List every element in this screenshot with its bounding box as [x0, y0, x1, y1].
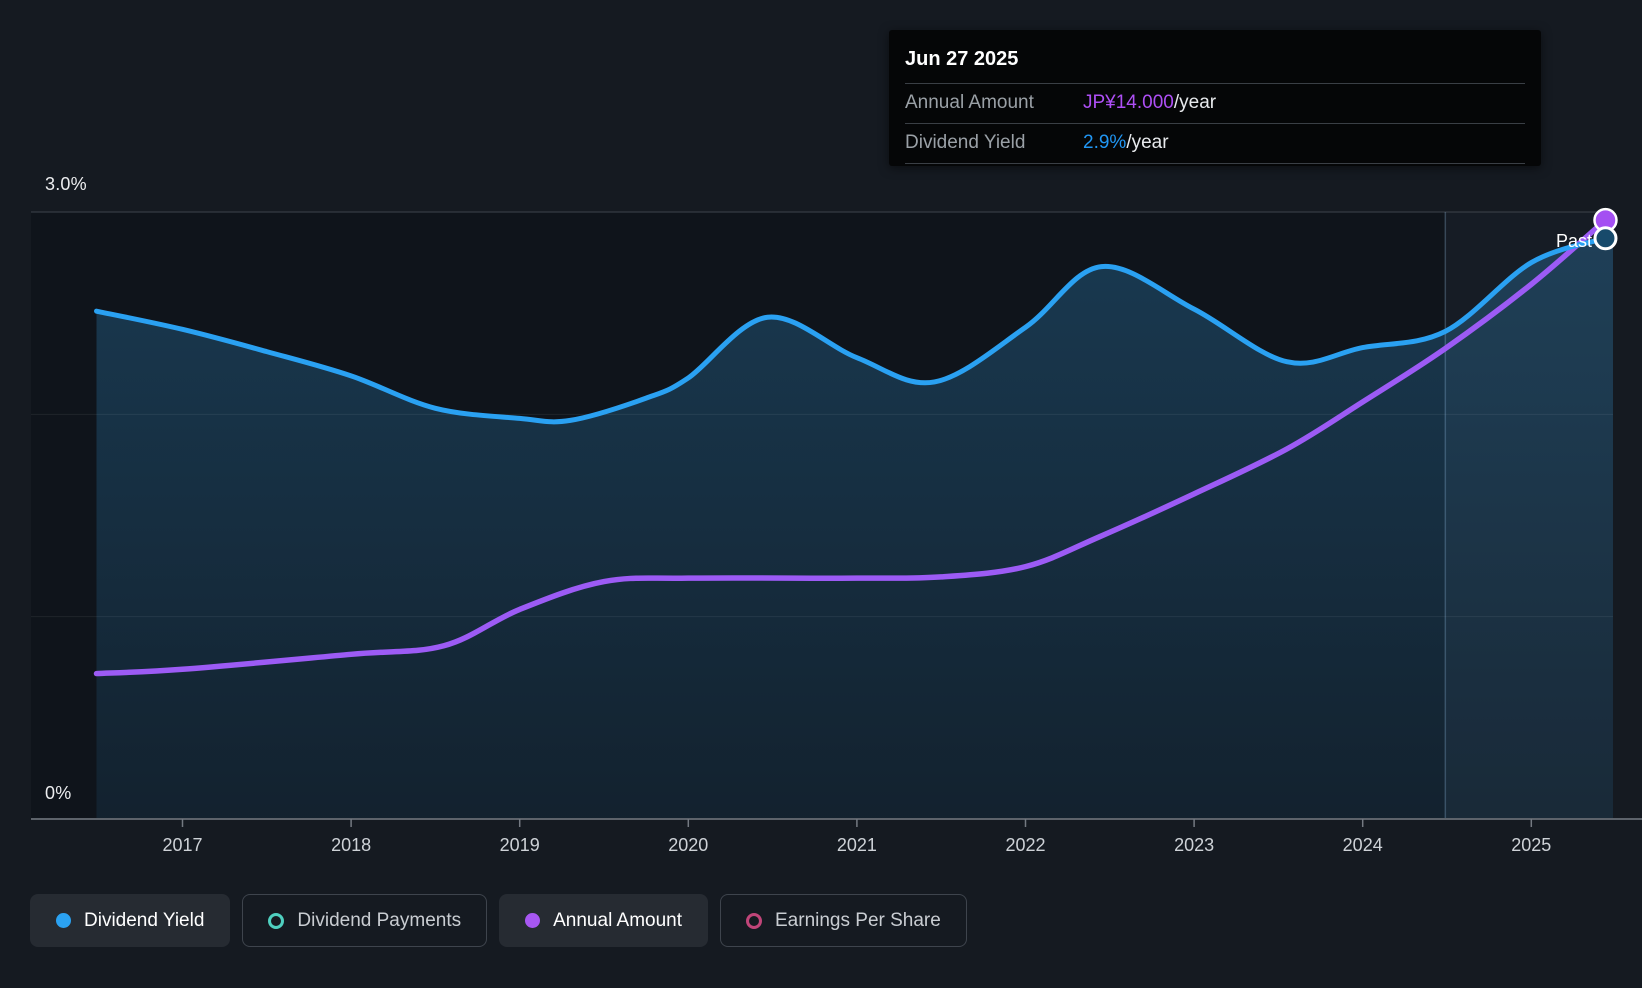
tooltip-value: 2.9%/year	[1083, 132, 1169, 153]
x-tick-label: 2025	[1511, 835, 1551, 855]
tooltip-row-annual-amount: Annual Amount JP¥14.000/year	[905, 84, 1525, 124]
legend-ring-dividend-payments-icon	[268, 912, 285, 929]
x-tick-label: 2023	[1174, 835, 1214, 855]
legend-dot-dividend-yield-icon	[56, 913, 71, 928]
y-axis-label-top: 3.0%	[45, 174, 87, 194]
legend-dot-annual-amount-icon	[525, 913, 541, 928]
x-tick-label: 2024	[1343, 835, 1383, 855]
past-region-band	[1445, 212, 1613, 819]
past-label: Past	[1555, 231, 1592, 251]
tooltip-row-dividend-yield: Dividend Yield 2.9%/year	[905, 124, 1525, 164]
x-tick-label: 2019	[500, 835, 540, 855]
x-tick-label: 2018	[331, 835, 371, 855]
legend-label: Dividend Yield	[84, 909, 205, 931]
legend-toggle-earnings-per-share[interactable]: Earnings Per Share	[720, 894, 967, 947]
tooltip-label: Dividend Yield	[905, 132, 1026, 153]
y-axis-label-bottom: 0%	[45, 783, 72, 803]
x-tick-label: 2020	[668, 835, 708, 855]
legend-label: Annual Amount	[553, 909, 682, 931]
dividend-yield-end-marker[interactable]	[1593, 226, 1618, 251]
legend-toggle-annual-amount[interactable]: Annual Amount	[499, 894, 708, 947]
legend-label: Dividend Payments	[297, 909, 462, 931]
legend-label: Earnings Per Share	[775, 909, 941, 931]
chart-tooltip: Jun 27 2025 Annual Amount JP¥14.000/year…	[889, 30, 1541, 166]
legend-toggle-dividend-payments[interactable]: Dividend Payments	[242, 894, 488, 947]
dividend-yield-line	[94, 235, 1608, 425]
annual-amount-line	[93, 217, 1609, 677]
chart-legend: Dividend Yield Dividend Payments Annual …	[30, 894, 967, 947]
tooltip-date: Jun 27 2025	[905, 40, 1525, 84]
x-tick-label: 2021	[837, 835, 877, 855]
x-tick-label: 2022	[1005, 835, 1045, 855]
legend-ring-earnings-per-share-icon	[746, 912, 762, 929]
dividend-yield-area	[96, 238, 1613, 819]
tooltip-label: Annual Amount	[905, 92, 1034, 113]
legend-toggle-dividend-yield[interactable]: Dividend Yield	[30, 894, 231, 947]
tooltip-value: JP¥14.000/year	[1083, 92, 1217, 113]
x-tick-label: 2017	[162, 835, 202, 855]
